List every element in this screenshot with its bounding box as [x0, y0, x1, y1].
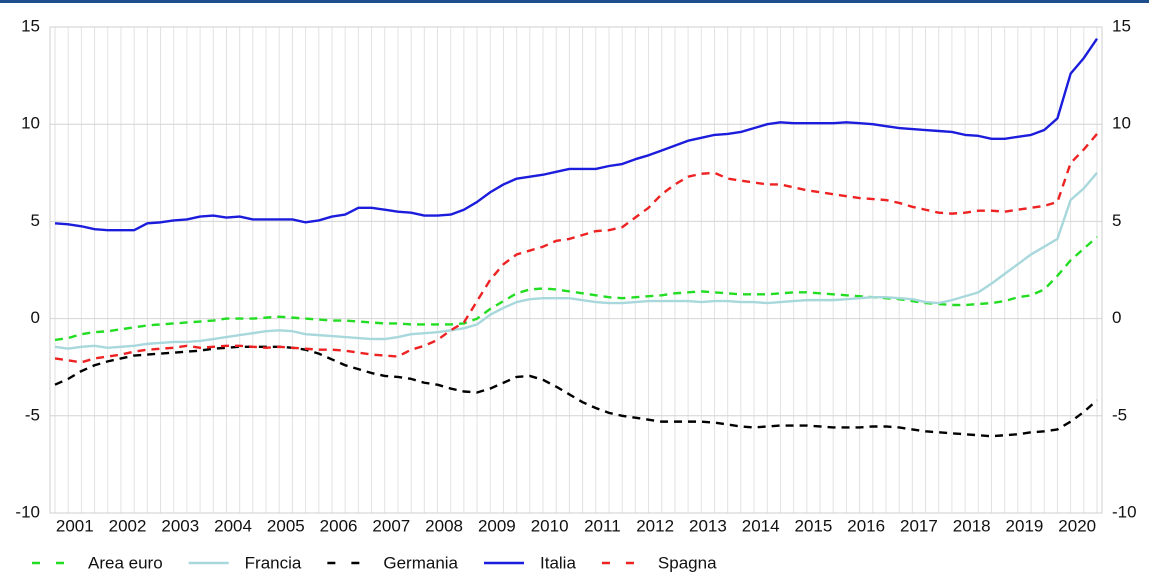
x-tick-label: 2008: [425, 516, 463, 535]
y2-tick-label: -10: [1112, 502, 1137, 521]
x-tick-label: 2009: [478, 516, 516, 535]
y-tick-label: -5: [25, 405, 40, 424]
x-tick-label: 2004: [214, 516, 252, 535]
top-bar: [0, 0, 1149, 3]
y2-tick-label: -5: [1112, 405, 1127, 424]
x-tick-label: 2002: [109, 516, 147, 535]
x-tick-label: 2007: [372, 516, 410, 535]
series-line: [54, 236, 1098, 342]
series-line: [54, 37, 1098, 232]
x-tick-label: 2006: [320, 516, 358, 535]
plot: [54, 37, 1098, 438]
y-tick-label: -10: [15, 502, 40, 521]
y-tick-label: 10: [21, 114, 40, 133]
x-tick-label: 2015: [795, 516, 833, 535]
x-tick-label: 2005: [267, 516, 305, 535]
legend-label: Spagna: [658, 553, 717, 572]
x-tick-label: 2019: [1006, 516, 1044, 535]
series-line: [54, 172, 1098, 350]
y2-tick-label: 5: [1112, 211, 1121, 230]
x-tick-label: 2003: [161, 516, 199, 535]
y-tick-label: 0: [31, 308, 40, 327]
x-tick-label: 2016: [847, 516, 885, 535]
grid: -10 -10 -5 -5 0 0 5 5 10 10 15 15 2001 2002 2003 2004 20…: [15, 16, 1136, 535]
x-tick-label: 2013: [689, 516, 727, 535]
y2-tick-label: 15: [1112, 16, 1131, 35]
y2-tick-label: 10: [1112, 114, 1131, 133]
y-tick-label: 15: [21, 16, 40, 35]
x-tick-label: 2017: [900, 516, 938, 535]
legend-label: Francia: [245, 553, 302, 572]
y-tick-label: 5: [31, 211, 40, 230]
legend-label: Area euro: [88, 553, 163, 572]
plot-border: [49, 26, 1103, 514]
x-tick-label: 2011: [584, 516, 621, 535]
x-tick-label: 2014: [742, 516, 780, 535]
x-tick-label: 2018: [953, 516, 991, 535]
series-line: [54, 133, 1098, 364]
x-tick-label: 2010: [531, 516, 569, 535]
x-tick-label: 2012: [636, 516, 674, 535]
series-line: [54, 345, 1098, 438]
x-tick-label: 2001: [56, 516, 94, 535]
legend-label: Germania: [383, 553, 458, 572]
y2-tick-label: 0: [1112, 308, 1121, 327]
x-tick-label: 2020: [1058, 516, 1096, 535]
legend: Area euro Francia Germania Italia Spagna: [32, 553, 717, 572]
legend-label: Italia: [540, 553, 576, 572]
